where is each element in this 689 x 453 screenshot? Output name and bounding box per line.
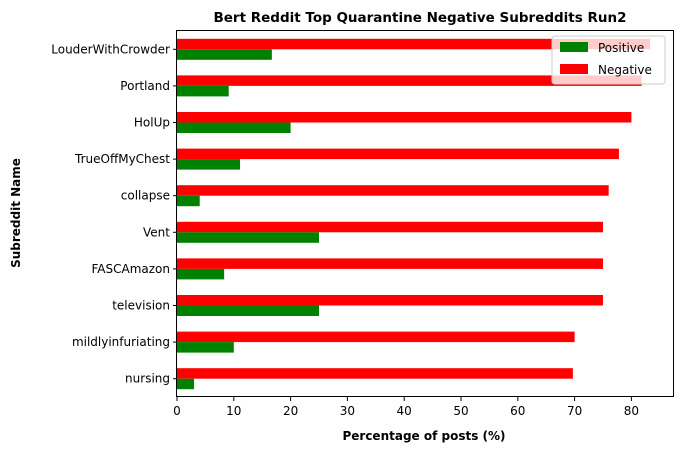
- x-tick-label: 60: [510, 404, 525, 418]
- x-tick-label: 30: [340, 404, 355, 418]
- x-axis: 0 10 20 30 40 50 60 70 80: [173, 397, 639, 418]
- bar-negative-Portland: [177, 75, 642, 86]
- x-tick-label: 20: [283, 404, 298, 418]
- y-tick-label: TrueOffMyChest: [74, 152, 170, 166]
- bar-positive-LouderWithCrowder: [177, 49, 272, 60]
- legend-label-positive: Positive: [598, 41, 644, 55]
- y-tick-label: nursing: [125, 372, 170, 386]
- y-tick-label: television: [112, 299, 170, 313]
- bar-positive-mildlyinfuriating: [177, 342, 234, 353]
- y-axis: LouderWithCrowder Portland HolUp TrueOffMyC…: [51, 42, 177, 386]
- plot-frame: [176, 30, 674, 397]
- legend-swatch-negative: [560, 64, 588, 74]
- bar-positive-FASCAmazon: [177, 268, 225, 280]
- bar-negative-LouderWithCrowder: [177, 38, 651, 50]
- y-tick-label: collapse: [121, 189, 170, 203]
- y-tick-label: Vent: [143, 225, 170, 239]
- bar-negative-FASCAmazon: [177, 258, 603, 269]
- x-tick-label: 40: [397, 404, 412, 418]
- x-axis-title: Percentage of posts (%): [342, 429, 505, 443]
- x-tick-label: 80: [624, 404, 639, 418]
- bar-positive-television: [177, 305, 319, 316]
- bar-negative-mildlyinfuriating: [177, 331, 575, 343]
- legend-label-negative: Negative: [598, 63, 652, 77]
- y-tick-label: mildlyinfuriating: [72, 335, 170, 349]
- bar-negative-nursing: [177, 368, 573, 379]
- bar-negative-TrueOffMyChest: [177, 148, 619, 160]
- y-tick-label: LouderWithCrowder: [51, 42, 170, 56]
- y-axis-title: Subreddit Name: [9, 158, 23, 268]
- bar-positive-collapse: [177, 195, 200, 207]
- y-tick-label: Portland: [120, 79, 170, 93]
- bar-positive-Vent: [177, 232, 319, 243]
- x-tick-label: 0: [173, 404, 181, 418]
- y-tick-label: HolUp: [134, 116, 170, 130]
- bars-group: [177, 38, 651, 390]
- bar-negative-Vent: [177, 221, 603, 233]
- bar-negative-television: [177, 295, 603, 306]
- x-tick-label: 10: [226, 404, 241, 418]
- bar-negative-HolUp: [177, 112, 632, 123]
- bar-positive-Portland: [177, 85, 229, 97]
- x-tick-label: 70: [567, 404, 582, 418]
- bar-positive-HolUp: [177, 122, 291, 133]
- bar-negative-collapse: [177, 185, 609, 196]
- chart-title: Bert Reddit Top Quarantine Negative Subr…: [213, 10, 626, 26]
- x-tick-label: 50: [453, 404, 468, 418]
- bar-positive-TrueOffMyChest: [177, 159, 241, 170]
- legend-swatch-positive: [560, 42, 588, 52]
- legend: Positive Negative: [551, 35, 666, 85]
- bar-positive-nursing: [177, 378, 195, 390]
- y-tick-label: FASCAmazon: [91, 262, 170, 276]
